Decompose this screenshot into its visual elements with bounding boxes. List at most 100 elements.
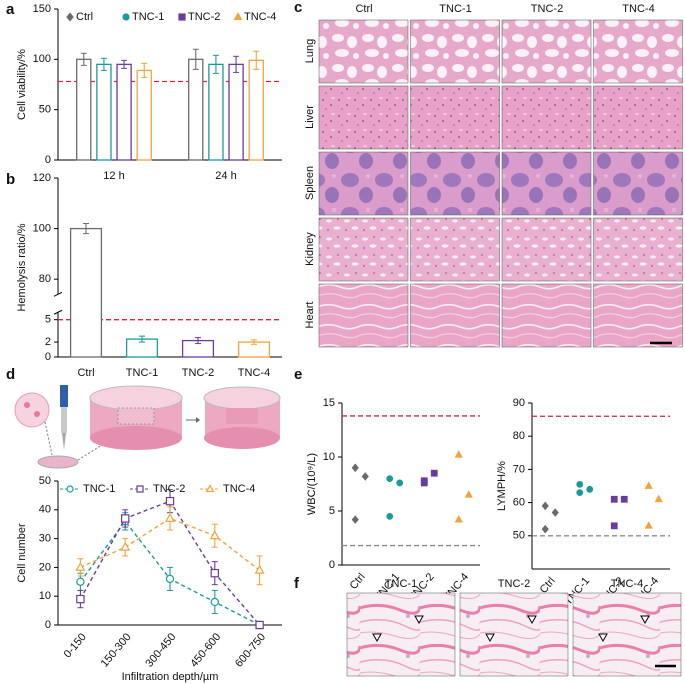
x-tick-label: Ctrl [348,571,368,592]
column-label: Ctrl [355,3,372,15]
y-tick-label: 5 [45,314,51,326]
y-tick-label: 50 [39,475,51,487]
data-point [76,577,85,587]
y-tick-label: 15 [323,397,335,409]
x-tick-label: 12 h [103,170,124,182]
data-point [610,522,618,530]
axis-break [53,309,63,315]
histology-image [593,85,683,150]
histology-image [410,217,500,282]
panel-letter: d [6,366,15,383]
x-tick-label: 450-600 [188,631,223,670]
y-tick-label: 80 [513,430,525,442]
y-axis-label: Cell viability/% [16,49,28,120]
histology-image [410,151,500,216]
y-tick-label: 70 [513,463,525,475]
legend-label: TNC-2 [188,11,220,23]
panel-letter: b [6,171,15,188]
data-point [541,501,549,511]
dish [89,385,183,411]
panel-letter: c [294,0,302,16]
bar [69,227,103,358]
data-point [386,513,394,520]
y-axis-label: WBC/(10⁹/L) [306,453,318,515]
y-axis-label: Hemolysis ratio/% [16,223,28,311]
data-point [541,524,549,534]
bar [116,63,132,161]
panel-letter: f [294,575,300,592]
row-label: Kidney [304,232,316,266]
histology-image [501,283,592,348]
data-point [351,515,359,524]
x-tick-label: 600-750 [233,631,268,670]
data-point [120,541,131,551]
histology-image [318,283,409,348]
y-tick-label: 0 [329,559,335,571]
staining-image [459,592,569,677]
dish [90,426,182,450]
legend-marker [66,485,74,493]
y-tick-label: 50 [39,104,51,116]
histology-image [501,217,592,282]
histology-image [593,151,683,216]
cell-sheet [14,392,50,428]
scaffold [226,408,258,424]
legend-label: TNC-2 [153,483,185,495]
y-tick-label: 80 [39,273,51,285]
arrowhead [414,615,424,625]
histology-image [318,217,409,282]
staining-image [346,592,456,677]
x-tick-label: TNC-4 [238,367,270,379]
data-point [644,481,653,489]
arrowhead [372,633,382,643]
legend-marker [122,13,130,21]
staining-image [572,592,682,677]
panel-letter: e [294,366,302,383]
scaffold [117,407,155,425]
dish [204,427,280,449]
y-tick-label: 0 [45,619,51,631]
legend-label: TNC-1 [83,483,115,495]
legend-marker [66,12,74,22]
y-tick-label: 10 [323,451,335,463]
arrowhead [527,615,537,625]
row-label: Spleen [304,166,316,200]
column-label: TNC-2 [531,3,563,15]
bar [76,58,92,161]
y-tick-label: 20 [39,561,51,573]
legend-marker [233,12,243,20]
y-tick-label: 60 [513,497,525,509]
histology-image [410,85,500,150]
data-point [454,450,463,458]
y-tick-label: 40 [39,504,51,516]
bar [188,58,204,161]
histology-image [318,85,409,150]
connector [44,421,53,456]
pipette-tip [62,433,66,450]
x-tick-label: 24 h [215,170,236,182]
y-tick-label: 100 [33,222,51,234]
column-label: TNC-4 [622,3,654,15]
axis-break [53,291,63,297]
y-tick-label: 150 [33,3,51,15]
data-point [255,620,264,630]
data-point [576,489,584,497]
cell [34,411,40,417]
dish [203,386,281,410]
x-tick-label: Ctrl [77,367,94,379]
x-tick-label: TNC-2 [182,367,214,379]
arrowhead [598,633,608,643]
arrow [196,417,200,423]
data-point [165,512,175,522]
bar [136,69,152,161]
legend-label: TNC-4 [223,483,255,495]
legend-label: TNC-4 [244,11,276,23]
y-axis-label: Cell number [16,523,28,583]
histology-image [318,151,409,216]
legend-marker [178,13,186,21]
data-point [654,494,663,503]
y-tick-label: 120 [33,172,51,184]
x-tick-label: TNC-1 [126,367,158,379]
data-point [386,475,394,483]
